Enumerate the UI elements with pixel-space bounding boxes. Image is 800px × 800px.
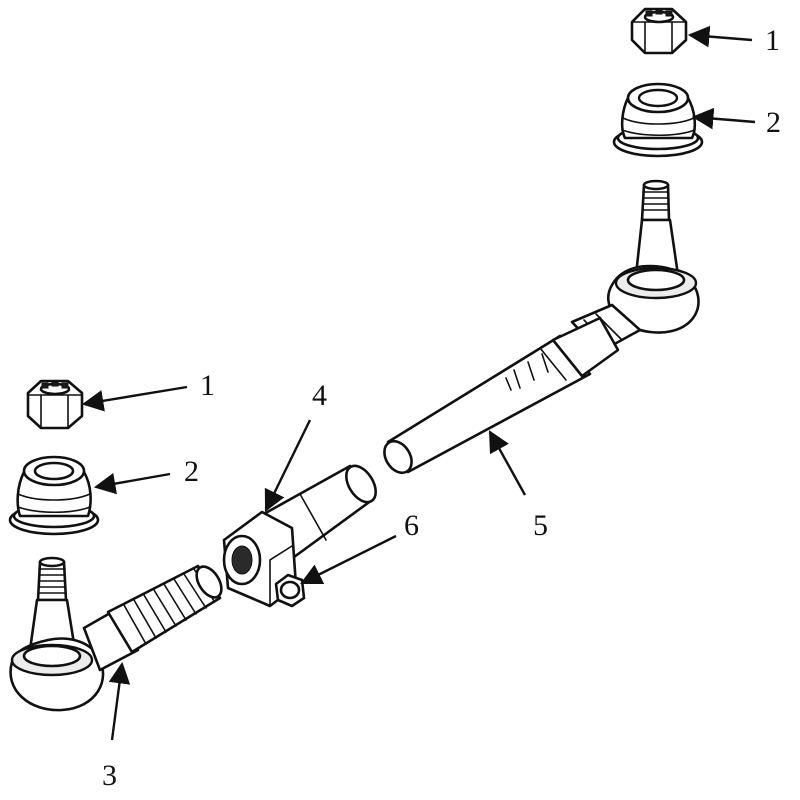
leader-3 bbox=[108, 661, 131, 741]
callout-1-left: 1 bbox=[200, 369, 215, 402]
tie-rod-end-left bbox=[9, 556, 223, 712]
callout-2-left: 2 bbox=[184, 455, 199, 488]
leader-6 bbox=[300, 534, 397, 585]
leader-1-right bbox=[687, 25, 753, 48]
castle-nut-left bbox=[26, 379, 84, 430]
callout-5: 5 bbox=[533, 509, 548, 542]
callout-4: 4 bbox=[312, 379, 327, 412]
leader-2-right bbox=[691, 107, 756, 130]
clamp-bolt bbox=[274, 573, 306, 608]
callout-6: 6 bbox=[404, 509, 419, 542]
leader-4 bbox=[264, 419, 312, 512]
castle-nut-right bbox=[630, 7, 688, 55]
adjuster-tube bbox=[383, 316, 620, 475]
leader-1-left bbox=[81, 385, 188, 412]
callout-2-right: 2 bbox=[766, 106, 781, 139]
leader-5 bbox=[488, 430, 527, 496]
dust-boot-right bbox=[612, 82, 704, 158]
leader-2-left bbox=[93, 472, 171, 495]
callout-3: 3 bbox=[102, 759, 117, 792]
dust-boot-left bbox=[8, 455, 100, 536]
clamp-sleeve bbox=[222, 464, 377, 608]
callout-1-right: 1 bbox=[765, 24, 780, 57]
